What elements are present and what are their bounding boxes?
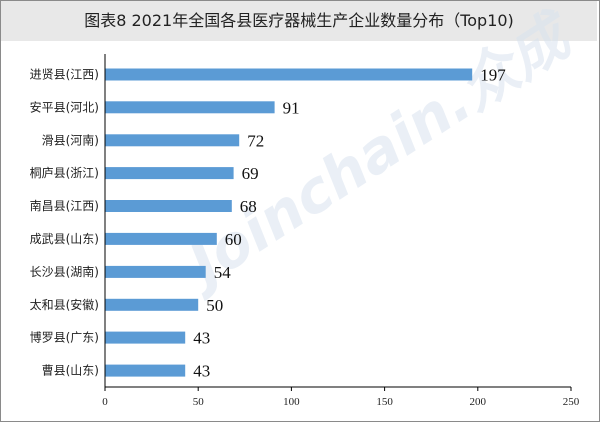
- bar: [105, 331, 186, 344]
- data-label: 50: [206, 296, 223, 315]
- data-label: 54: [214, 263, 232, 282]
- x-tick-label: 100: [283, 396, 300, 408]
- bar: [105, 167, 234, 180]
- category-label: 进贤县(江西): [30, 68, 99, 82]
- data-label: 60: [225, 230, 242, 249]
- x-tick-label: 0: [102, 396, 108, 408]
- title-bar: 图表8 2021年全国各县医疗器械生产企业数量分布（Top10): [1, 1, 597, 41]
- x-tick-label: 150: [376, 396, 393, 408]
- category-label: 桐庐县(浙江): [30, 165, 99, 180]
- bar: [105, 265, 206, 278]
- category-label: 南昌县(江西): [30, 198, 99, 213]
- data-label: 72: [247, 131, 264, 150]
- category-label: 太和县(安徽): [30, 297, 99, 312]
- data-label: 68: [240, 197, 257, 216]
- x-tick-label: 50: [193, 396, 205, 408]
- category-label: 成武县(山东): [30, 232, 99, 246]
- data-label: 91: [283, 98, 300, 117]
- bar: [105, 232, 217, 245]
- data-label: 69: [242, 164, 259, 183]
- x-tick-label: 250: [563, 396, 580, 408]
- category-label: 安平县(河北): [30, 99, 99, 114]
- bar: [105, 364, 186, 377]
- bar: [105, 298, 199, 311]
- chart-title: 图表8 2021年全国各县医疗器械生产企业数量分布（Top10): [84, 11, 514, 30]
- data-label: 43: [193, 362, 210, 381]
- bar: [105, 200, 232, 212]
- category-label: 曹县(山东): [42, 364, 99, 378]
- bar: [105, 101, 275, 114]
- category-label: 长沙县(湖南): [30, 264, 99, 279]
- x-tick-label: 200: [470, 396, 487, 408]
- bar: [105, 68, 473, 81]
- bar: [105, 134, 240, 147]
- category-label: 滑县(河南): [42, 132, 99, 147]
- data-label: 197: [480, 66, 506, 85]
- category-label: 博罗县(广东): [30, 330, 99, 345]
- data-label: 43: [193, 329, 210, 348]
